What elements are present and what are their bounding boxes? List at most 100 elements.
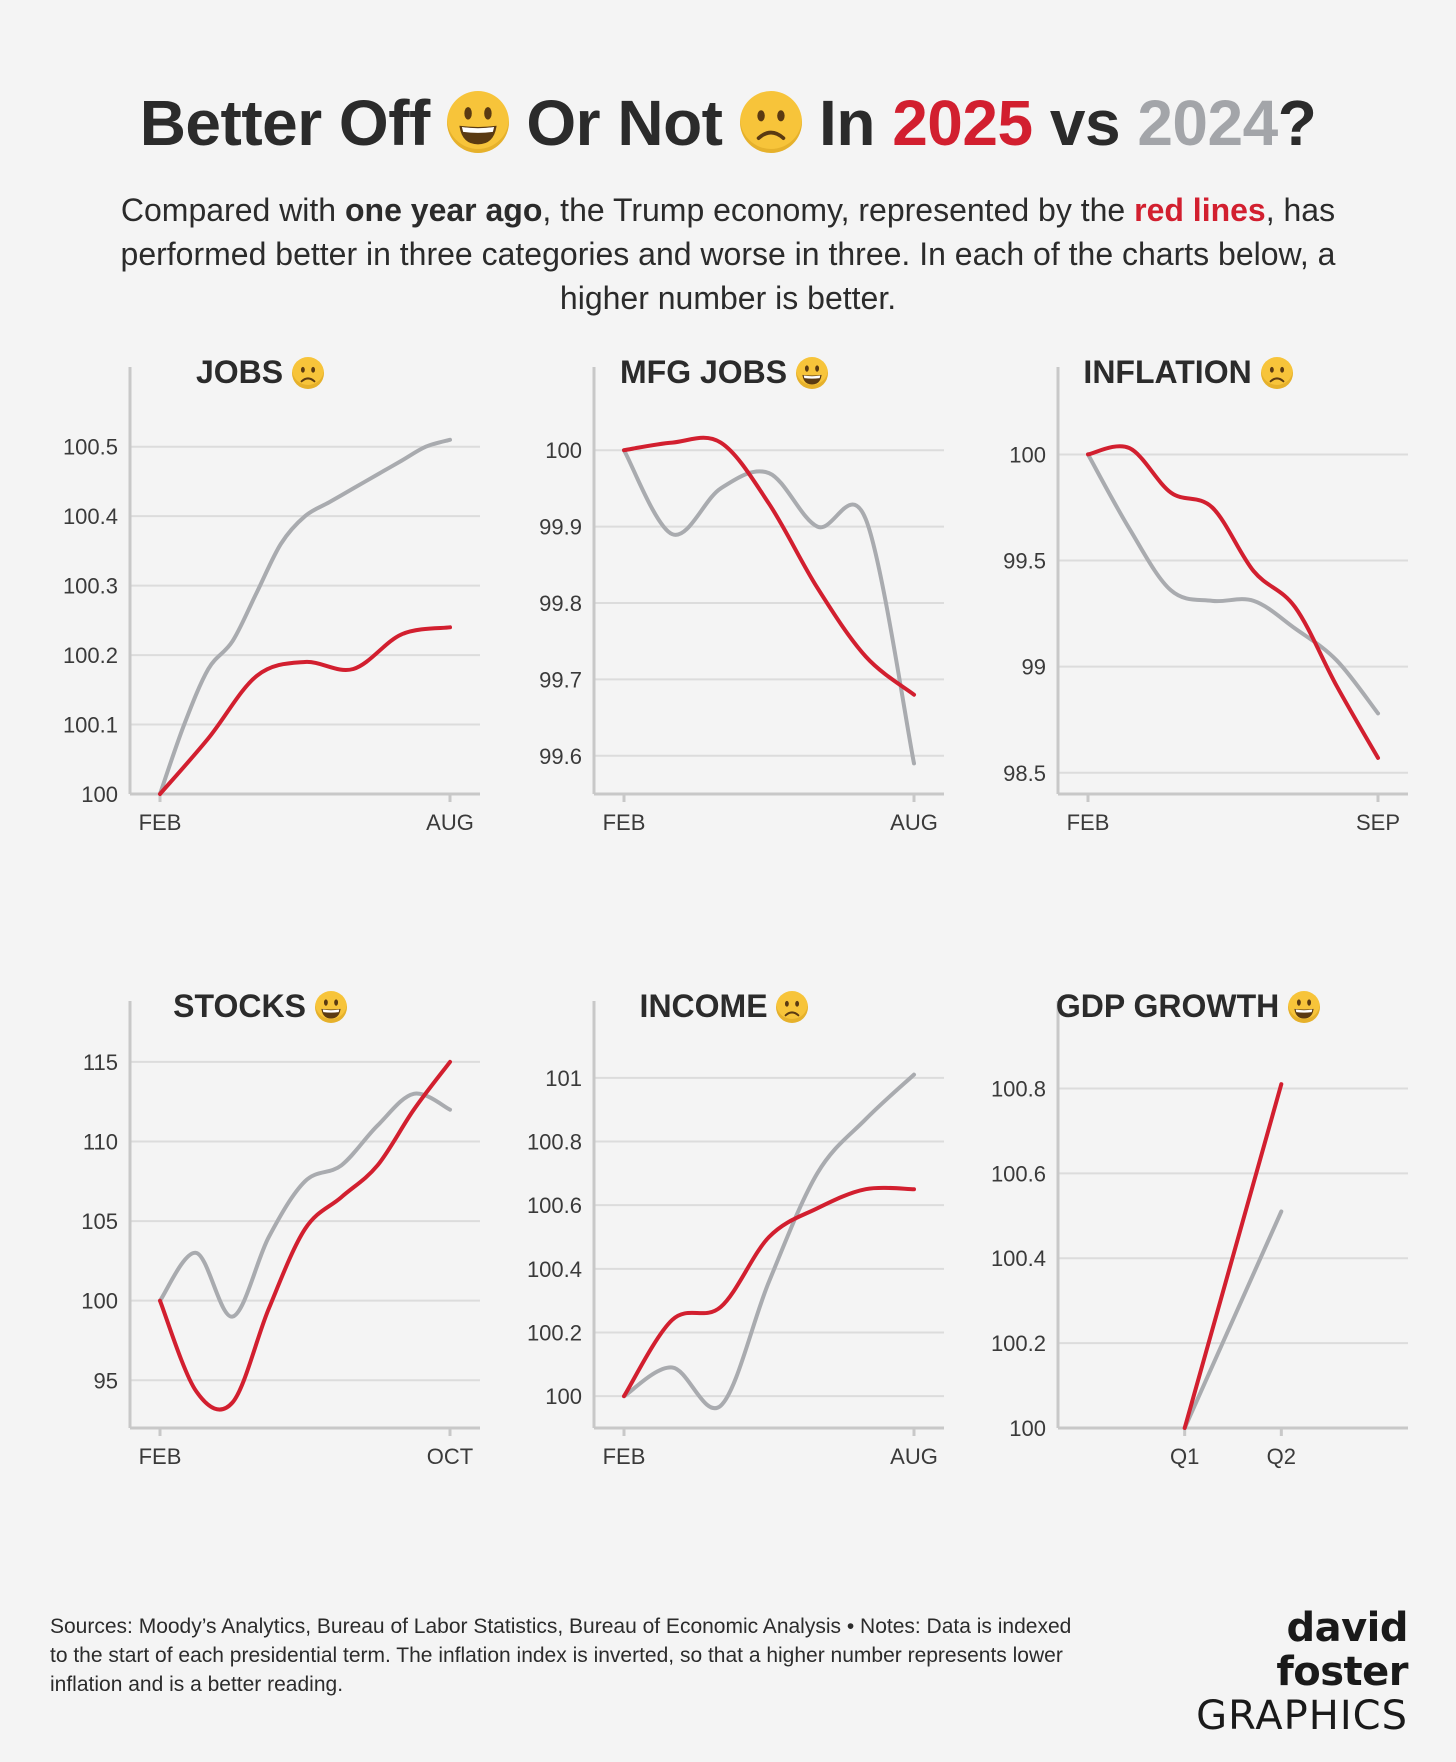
title-part-or-not: Or Not — [526, 87, 723, 159]
x-tick-label: Q2 — [1267, 1444, 1296, 1469]
y-tick-label: 100 — [81, 1289, 118, 1314]
y-tick-label: 100 — [1009, 1416, 1046, 1441]
title-question-mark: ? — [1277, 87, 1317, 159]
series-line-2025 — [1086, 444, 1380, 760]
chart-title-text: JOBS — [195, 354, 284, 390]
x-tick-label: Q1 — [1170, 1444, 1199, 1469]
chart-title-text: GDP GROWTH — [1055, 988, 1280, 1024]
frowning-face-icon — [292, 357, 325, 389]
chart-title-text: INFLATION — [1083, 354, 1252, 390]
y-tick-label: 99 — [1022, 655, 1046, 680]
chart-plot: 95 100 105 110 115 FEB OCT — [81, 1001, 480, 1469]
x-tick-label: SEP — [1356, 810, 1400, 835]
y-tick-label: 100 — [1009, 442, 1046, 467]
y-tick-label: 101 — [545, 1066, 582, 1091]
title-vs: vs — [1049, 87, 1121, 159]
subtitle-part-a: Compared with — [120, 192, 345, 228]
chart-title: INCOME — [494, 986, 954, 1026]
series-line-2024 — [1182, 1209, 1284, 1430]
y-tick-label: 100.6 — [991, 1161, 1046, 1186]
series-line-2025 — [158, 1059, 452, 1412]
series-line-2025 — [622, 435, 916, 697]
x-tick-label: FEB — [603, 1444, 646, 1469]
chart-title: MFG JOBS — [494, 352, 954, 392]
x-tick-label: AUG — [890, 1444, 938, 1469]
y-tick-label: 95 — [94, 1368, 118, 1393]
y-tick-label: 100.2 — [991, 1331, 1046, 1356]
chart-plot: 98.5 99 99.5 100 FEB SEP — [1003, 367, 1408, 835]
chart-plot: 100 100.1 100.2 100.3 100.4 100.5 FEB AUG — [63, 367, 480, 835]
series-line-2024 — [622, 448, 916, 766]
y-tick-label: 100.3 — [63, 574, 118, 599]
y-tick-label: 99.6 — [539, 744, 582, 769]
x-tick-label: AUG — [426, 810, 474, 835]
y-tick-label: 100.4 — [991, 1246, 1046, 1271]
y-tick-label: 100.2 — [527, 1321, 582, 1346]
subtitle-part-c: , the Trump economy, represented by the — [542, 192, 1135, 228]
y-tick-label: 115 — [83, 1050, 118, 1075]
y-tick-label: 105 — [81, 1209, 118, 1234]
subtitle-emphasis-one-year-ago: one year ago — [344, 192, 543, 228]
frowning-face-icon — [1260, 357, 1293, 389]
frowning-face-icon — [739, 91, 802, 153]
title-part-in: In — [819, 87, 875, 159]
chart-title: JOBS — [30, 352, 490, 392]
series-line-2024 — [158, 437, 452, 796]
title-year-2024: 2024 — [1137, 87, 1278, 159]
series-line-2024 — [1086, 452, 1380, 716]
subtitle-part-e: , has performed better in three categori… — [120, 192, 1336, 316]
chart-inflation: 98.5 99 99.5 100 FEB SEP INFLATION — [958, 352, 1418, 912]
chart-title-text: STOCKS — [173, 988, 306, 1024]
y-tick-label: 100.6 — [527, 1193, 582, 1218]
chart-title: INFLATION — [958, 352, 1418, 392]
chart-jobs: 100 100.1 100.2 100.3 100.4 100.5 FEB AUG JOBS — [30, 352, 490, 912]
series-line-2024 — [158, 1091, 452, 1319]
y-tick-label: 100 — [545, 1384, 582, 1409]
grinning-face-icon — [796, 357, 828, 389]
title-part-better-off: Better Off — [139, 87, 431, 159]
y-tick-label: 99.7 — [539, 667, 582, 692]
grinning-face-icon — [1288, 991, 1321, 1023]
y-tick-label: 100 — [545, 438, 582, 463]
y-tick-label: 100.5 — [63, 435, 118, 460]
y-tick-label: 100.2 — [63, 643, 118, 668]
x-tick-label: FEB — [139, 810, 182, 835]
x-tick-label: FEB — [1067, 810, 1110, 835]
chart-title: GDP GROWTH — [958, 986, 1418, 1026]
chart-plot: 100 100.2 100.4 100.6 100.8 Q1 Q2 — [991, 1001, 1408, 1469]
x-tick-label: OCT — [427, 1444, 473, 1469]
title-year-2025: 2025 — [892, 87, 1033, 159]
brand-logo: david foster GRAPHICS — [1158, 1606, 1408, 1738]
y-tick-label: 110 — [83, 1130, 118, 1155]
y-tick-label: 100.4 — [527, 1257, 582, 1282]
chart-gdp-growth: 100 100.2 100.4 100.6 100.8 Q1 Q2 GDP GROWTH — [958, 986, 1418, 1546]
frowning-face-icon — [776, 991, 809, 1023]
x-tick-label: FEB — [603, 810, 646, 835]
grinning-face-icon — [314, 991, 347, 1023]
y-tick-label: 99.8 — [539, 591, 582, 616]
y-tick-label: 98.5 — [1003, 761, 1046, 786]
chart-stocks: 95 100 105 110 115 FEB OCT STOCKS — [30, 986, 490, 1546]
grinning-face-icon — [447, 91, 510, 153]
chart-income: 100 100.2 100.4 100.6 100.8 101 FEB AUG INCOME — [494, 986, 954, 1546]
logo-line-1: david foster — [1276, 1605, 1408, 1695]
subtitle: Compared with one year ago, the Trump ec… — [80, 188, 1376, 320]
y-tick-label: 100.4 — [63, 504, 118, 529]
footer-notes: Sources: Moody’s Analytics, Bureau of La… — [50, 1615, 1072, 1696]
chart-plot: 100 100.2 100.4 100.6 100.8 101 FEB AUG — [527, 1001, 944, 1469]
x-tick-label: AUG — [890, 810, 938, 835]
chart-mfg-jobs: 99.6 99.7 99.8 99.9 100 FEB AUG MFG JOBS — [494, 352, 954, 912]
logo-line-2: GRAPHICS — [1196, 1693, 1408, 1739]
y-tick-label: 100.1 — [63, 713, 118, 738]
series-line-2025 — [158, 625, 452, 796]
y-tick-label: 99.9 — [539, 515, 582, 540]
chart-title-text: MFG JOBS — [619, 354, 788, 390]
y-tick-label: 100 — [81, 782, 118, 807]
page-title: Better Off Or Not In 2025 vs 2024? — [0, 78, 1456, 168]
series-line-2025 — [1182, 1082, 1284, 1430]
x-tick-label: FEB — [139, 1444, 182, 1469]
subtitle-red-lines: red lines — [1134, 192, 1266, 228]
chart-title: STOCKS — [30, 986, 490, 1026]
series-line-2024 — [622, 1072, 916, 1411]
chart-plot: 99.6 99.7 99.8 99.9 100 FEB AUG — [539, 367, 944, 835]
